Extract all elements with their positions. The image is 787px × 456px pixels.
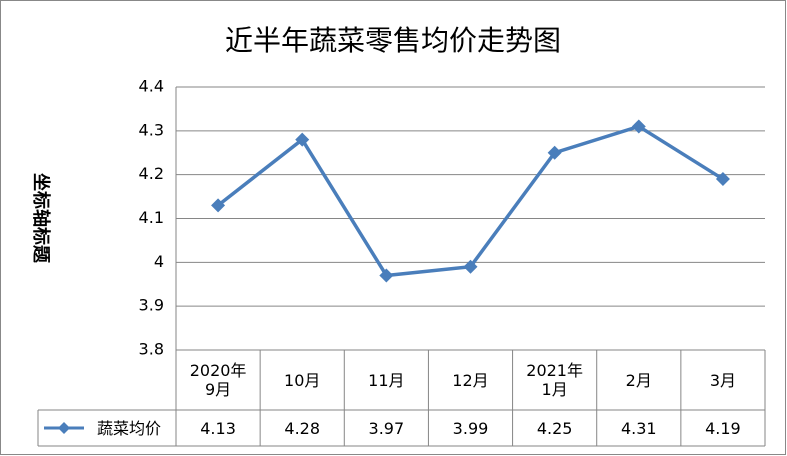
x-tick-label: 10月 [284, 370, 321, 390]
y-tick-label: 4.3 [139, 120, 164, 139]
marker [547, 145, 562, 160]
table-value: 4.25 [536, 418, 573, 438]
y-axis-title: 坐标轴标题 [30, 173, 52, 264]
y-tick-label: 3.8 [139, 340, 164, 359]
table-value: 4.13 [200, 418, 236, 438]
marker [379, 268, 394, 283]
y-tick-label: 4.1 [139, 208, 164, 227]
y-tick-label: 4.4 [139, 77, 164, 96]
y-tick-label: 4 [154, 252, 164, 271]
x-tick-label: 11月 [368, 370, 405, 390]
legend-marker [58, 422, 70, 434]
y-tick-label: 4.2 [139, 164, 164, 183]
chart-title: 近半年蔬菜零售均价走势图 [225, 24, 561, 57]
marker [211, 198, 226, 213]
table-value: 4.28 [284, 418, 321, 438]
x-tick-label: 2020年 9月 [189, 361, 247, 399]
marker [631, 119, 646, 134]
marker [295, 132, 310, 147]
x-tick-label: 2021年 1月 [526, 361, 583, 399]
table-value: 3.97 [368, 418, 405, 438]
y-tick-label: 3.9 [139, 296, 164, 315]
x-tick-label: 3月 [709, 370, 736, 390]
marker [715, 172, 730, 187]
x-tick-label: 12月 [452, 370, 489, 390]
table-value: 4.31 [620, 418, 657, 438]
table-value: 3.99 [452, 418, 489, 438]
x-tick-label: 2月 [625, 370, 652, 390]
legend-label: 蔬菜均价 [96, 418, 161, 438]
table-value: 4.19 [705, 418, 741, 438]
marker [463, 259, 478, 274]
